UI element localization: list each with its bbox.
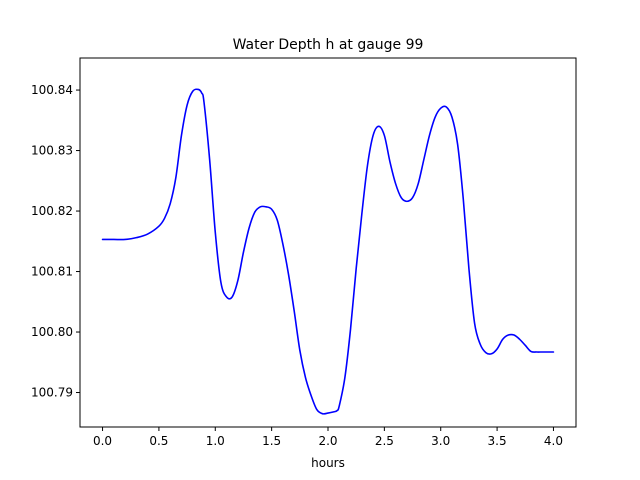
y-tick-label: 100.81 bbox=[31, 265, 73, 279]
series-line-0 bbox=[101, 88, 555, 415]
x-tick-label: 2.0 bbox=[318, 434, 337, 448]
x-tick-label: 1.0 bbox=[206, 434, 225, 448]
chart-title: Water Depth h at gauge 99 bbox=[233, 37, 424, 53]
y-tick-label: 100.83 bbox=[31, 144, 73, 158]
y-axis: 100.79 100.80 100.81 100.82 100.83 100.84 bbox=[31, 83, 80, 400]
x-tick-label: 0.5 bbox=[149, 434, 168, 448]
y-tick-label: 100.79 bbox=[31, 386, 73, 400]
y-tick-label: 100.82 bbox=[31, 204, 73, 218]
x-tick-label: 1.5 bbox=[262, 434, 281, 448]
x-tick-label: 3.0 bbox=[431, 434, 450, 448]
y-tick-label: 100.80 bbox=[31, 325, 73, 339]
x-tick-label: 3.5 bbox=[488, 434, 507, 448]
x-axis-label: hours bbox=[311, 456, 345, 470]
x-tick-label: 4.0 bbox=[544, 434, 563, 448]
x-axis: 0.0 0.5 1.0 1.5 2.0 2.5 3.0 3.5 4.0 bbox=[93, 427, 563, 448]
x-tick-label: 2.5 bbox=[375, 434, 394, 448]
y-tick-label: 100.84 bbox=[31, 83, 73, 97]
x-tick-label: 0.0 bbox=[93, 434, 112, 448]
plot-area bbox=[101, 88, 555, 415]
